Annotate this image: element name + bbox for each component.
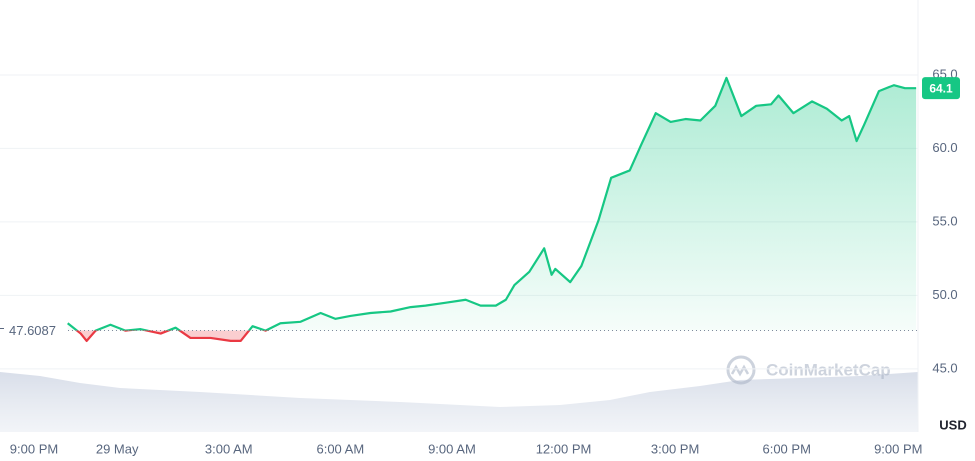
price-area xyxy=(67,77,917,341)
x-tick-label: 6:00 PM xyxy=(762,441,810,456)
y-tick-label: 60.0 xyxy=(932,140,957,155)
y-tick-label: 50.0 xyxy=(932,287,957,302)
x-tick-label: 3:00 AM xyxy=(205,441,253,456)
watermark-text: CoinMarketCap xyxy=(766,360,891,379)
x-tick-label: 9:00 AM xyxy=(428,441,476,456)
baseline-label: 47.6087 xyxy=(9,323,56,338)
price-line xyxy=(67,76,917,342)
baseline-label-bg xyxy=(0,321,66,340)
x-tick-label: 29 May xyxy=(96,441,139,456)
x-tick-label: 12:00 PM xyxy=(536,441,592,456)
y-tick-label: 45.0 xyxy=(932,360,957,375)
x-tick-label: 6:00 AM xyxy=(316,441,364,456)
last-value-label: 64.1 xyxy=(929,81,953,95)
last-value-tag xyxy=(922,77,960,100)
y-tick-label: 55.0 xyxy=(932,213,957,228)
x-tick-label: 9:00 PM xyxy=(874,441,922,456)
currency-label: USD xyxy=(939,417,966,432)
volume-area xyxy=(0,372,918,432)
watermark: CoinMarketCap xyxy=(726,355,891,385)
x-tick-label: 9:00 PM xyxy=(10,441,58,456)
x-tick-label: 3:00 PM xyxy=(651,441,699,456)
